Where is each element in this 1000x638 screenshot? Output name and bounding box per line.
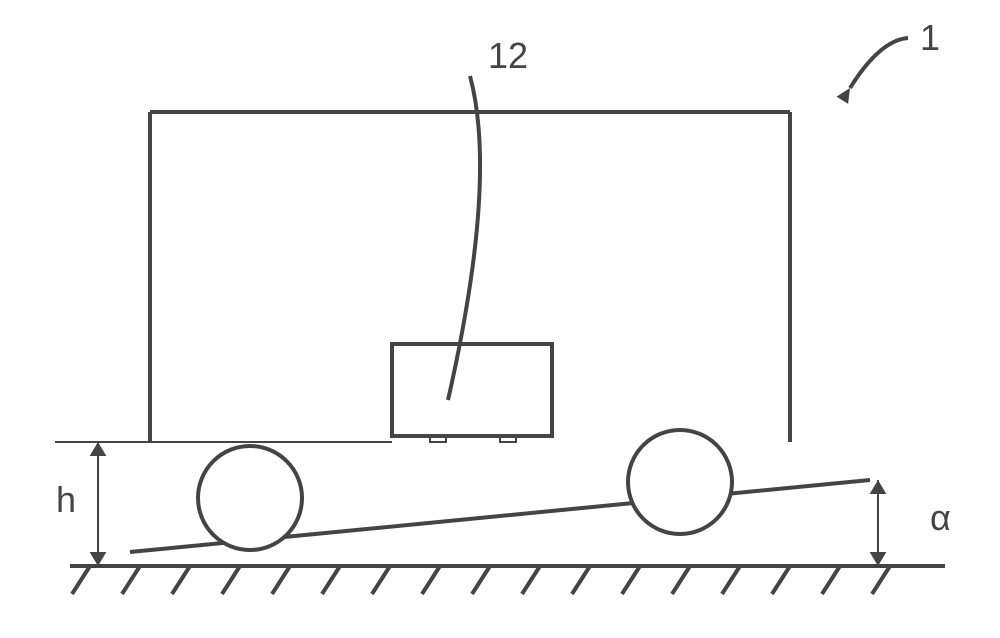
- height-label: h: [56, 479, 76, 520]
- angle-label: α: [930, 497, 951, 538]
- component-label: 12: [488, 35, 528, 76]
- main-label: 1: [920, 17, 940, 58]
